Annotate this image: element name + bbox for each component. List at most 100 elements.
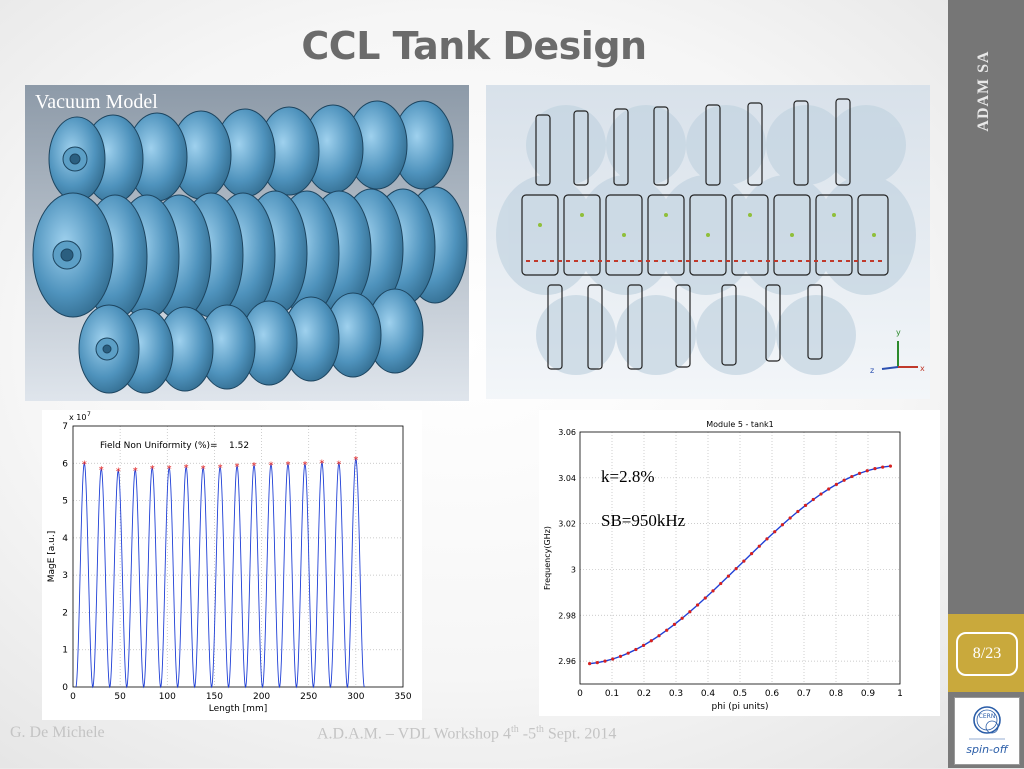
dispersion-point	[857, 471, 862, 475]
x-tick-label: 0.9	[861, 689, 876, 699]
dispersion-point	[788, 516, 792, 520]
x-axis-label: Length [mm]	[209, 704, 267, 714]
sidebar: ADAM SA 8/23 CERN spin-off	[948, 0, 1024, 768]
footer-event: A.D.A.M. – VDL Workshop 4th -5th Sept. 2…	[317, 724, 616, 743]
cern-spinoff-logo: CERN spin-off	[954, 697, 1020, 765]
field-uniformity-chart: 0 50 100 150 200 250 300 350 0 1 2 3 4 5 6 7 * * * * * * * * * * *…	[42, 410, 422, 720]
y-axis-label: MagE [a.u.]	[47, 531, 57, 583]
sidebar-title-area: ADAM SA	[948, 0, 1024, 614]
plot-frame	[72, 425, 404, 688]
x-tick-label: 0	[70, 692, 76, 702]
x-tick-label: 0.4	[701, 689, 716, 699]
sidebar-title: ADAM SA	[964, 36, 1004, 146]
dispersion-point	[726, 574, 731, 578]
footer-event-end: Sept. 2014	[543, 725, 617, 743]
y-tick-label: 2.96	[558, 657, 576, 666]
dispersion-chart: 0 0.1 0.2 0.3 0.4 0.5 0.6 0.7 0.8 0.9 1 2.96 2.98 3 3.…	[539, 410, 940, 716]
dispersion-point	[680, 616, 684, 620]
dispersion-point	[803, 503, 808, 507]
peak-marker: *	[184, 463, 189, 474]
footer-event-mid: -5	[518, 725, 537, 743]
dispersion-point	[796, 509, 800, 514]
x-tick-label: 1	[897, 689, 903, 699]
dispersion-point	[695, 603, 700, 607]
x-tick-label: 200	[253, 692, 270, 702]
dispersion-point	[765, 537, 769, 541]
dispersion-svg: 0 0.1 0.2 0.3 0.4 0.5 0.6 0.7 0.8 0.9 1 2.96 2.98 3 3.…	[543, 420, 903, 712]
page-number: 8/23	[956, 632, 1018, 676]
dispersion-point	[618, 654, 623, 658]
y-tick-label: 3	[62, 571, 68, 581]
page-indicator: 8/23	[948, 614, 1024, 692]
peak-marker: *	[235, 462, 240, 473]
peak-marker: *	[150, 464, 155, 475]
dispersion-point	[595, 661, 599, 665]
field-uniformity-svg: 0 50 100 150 200 250 300 350 0 1 2 3 4 5 6 7 * * * * * * * * * * *…	[47, 411, 412, 714]
dispersion-point	[734, 567, 738, 571]
dispersion-point	[665, 628, 669, 632]
peak-marker: *	[269, 460, 274, 471]
dispersion-point	[757, 544, 761, 548]
y-tick-label: 0	[62, 683, 68, 693]
axis-y-label: y	[896, 328, 901, 337]
footer-event-sup2: th	[536, 724, 544, 735]
x-tick-label: 150	[206, 692, 223, 702]
x-axis-label: phi (pi units)	[711, 702, 768, 712]
dispersion-point	[834, 482, 839, 486]
dispersion-point	[873, 467, 877, 471]
field-simulation-image: y z x	[486, 85, 930, 399]
x-tick-label: 0.6	[765, 689, 780, 699]
axis-z-label: z	[870, 366, 874, 375]
dispersion-point	[703, 596, 707, 600]
dispersion-point	[657, 634, 661, 638]
dispersion-point	[672, 622, 677, 627]
dispersion-series-line	[589, 465, 891, 665]
field-non-uniformity-label: Field Non Uniformity (%)=	[100, 441, 218, 451]
peak-marker: *	[167, 464, 172, 475]
dispersion-point	[749, 552, 754, 556]
dispersion-point	[827, 487, 831, 491]
dispersion-point	[626, 651, 630, 655]
dispersion-point	[888, 464, 892, 468]
peak-marker: *	[201, 464, 206, 475]
peak-marker: *	[336, 459, 341, 470]
dispersion-point	[649, 639, 653, 643]
logo-spinoff-text: spin-off	[966, 743, 1008, 756]
x-tick-label: 0.5	[733, 689, 747, 699]
dispersion-point	[611, 657, 615, 661]
dispersion-point	[588, 662, 592, 666]
dispersion-point	[842, 478, 846, 482]
axis-x-label: x	[920, 364, 925, 373]
x-tick-label: 0.1	[605, 689, 619, 699]
field-series-line	[75, 458, 365, 689]
y-tick-label: 3.06	[558, 428, 576, 437]
peak-marker: *	[285, 460, 290, 471]
y-tick-label: 3.02	[558, 520, 576, 529]
peak-marker: *	[116, 467, 121, 478]
peak-marker: *	[133, 466, 138, 477]
chart-title: Module 5 - tank1	[706, 420, 774, 429]
dispersion-point	[711, 589, 715, 593]
dispersion-point	[811, 497, 815, 502]
footer-event-text: A.D.A.M. – VDL Workshop 4	[317, 725, 511, 743]
plot-frame	[579, 431, 901, 685]
y-multiplier: x 10	[69, 413, 86, 422]
y-axis-label: Frequency(GHz)	[543, 526, 552, 590]
dispersion-point	[719, 581, 723, 586]
x-tick-label: 0.2	[637, 689, 651, 699]
dispersion-point	[742, 559, 746, 563]
peak-marker: *	[82, 459, 87, 470]
y-tick-label: 5	[62, 497, 68, 507]
sb-annotation: SB=950kHz	[601, 511, 686, 530]
dispersion-point	[773, 530, 777, 534]
y-tick-label: 2.98	[558, 611, 576, 620]
x-tick-label: 50	[114, 692, 126, 702]
field-non-uniformity-value: 1.52	[229, 441, 249, 451]
x-tick-label: 250	[300, 692, 317, 702]
x-tick-label: 100	[159, 692, 176, 702]
dispersion-point	[850, 474, 854, 479]
dispersion-point	[865, 469, 869, 473]
slide-title: CCL Tank Design	[301, 24, 647, 68]
k-annotation: k=2.8%	[601, 467, 655, 486]
peak-marker: *	[218, 463, 223, 474]
